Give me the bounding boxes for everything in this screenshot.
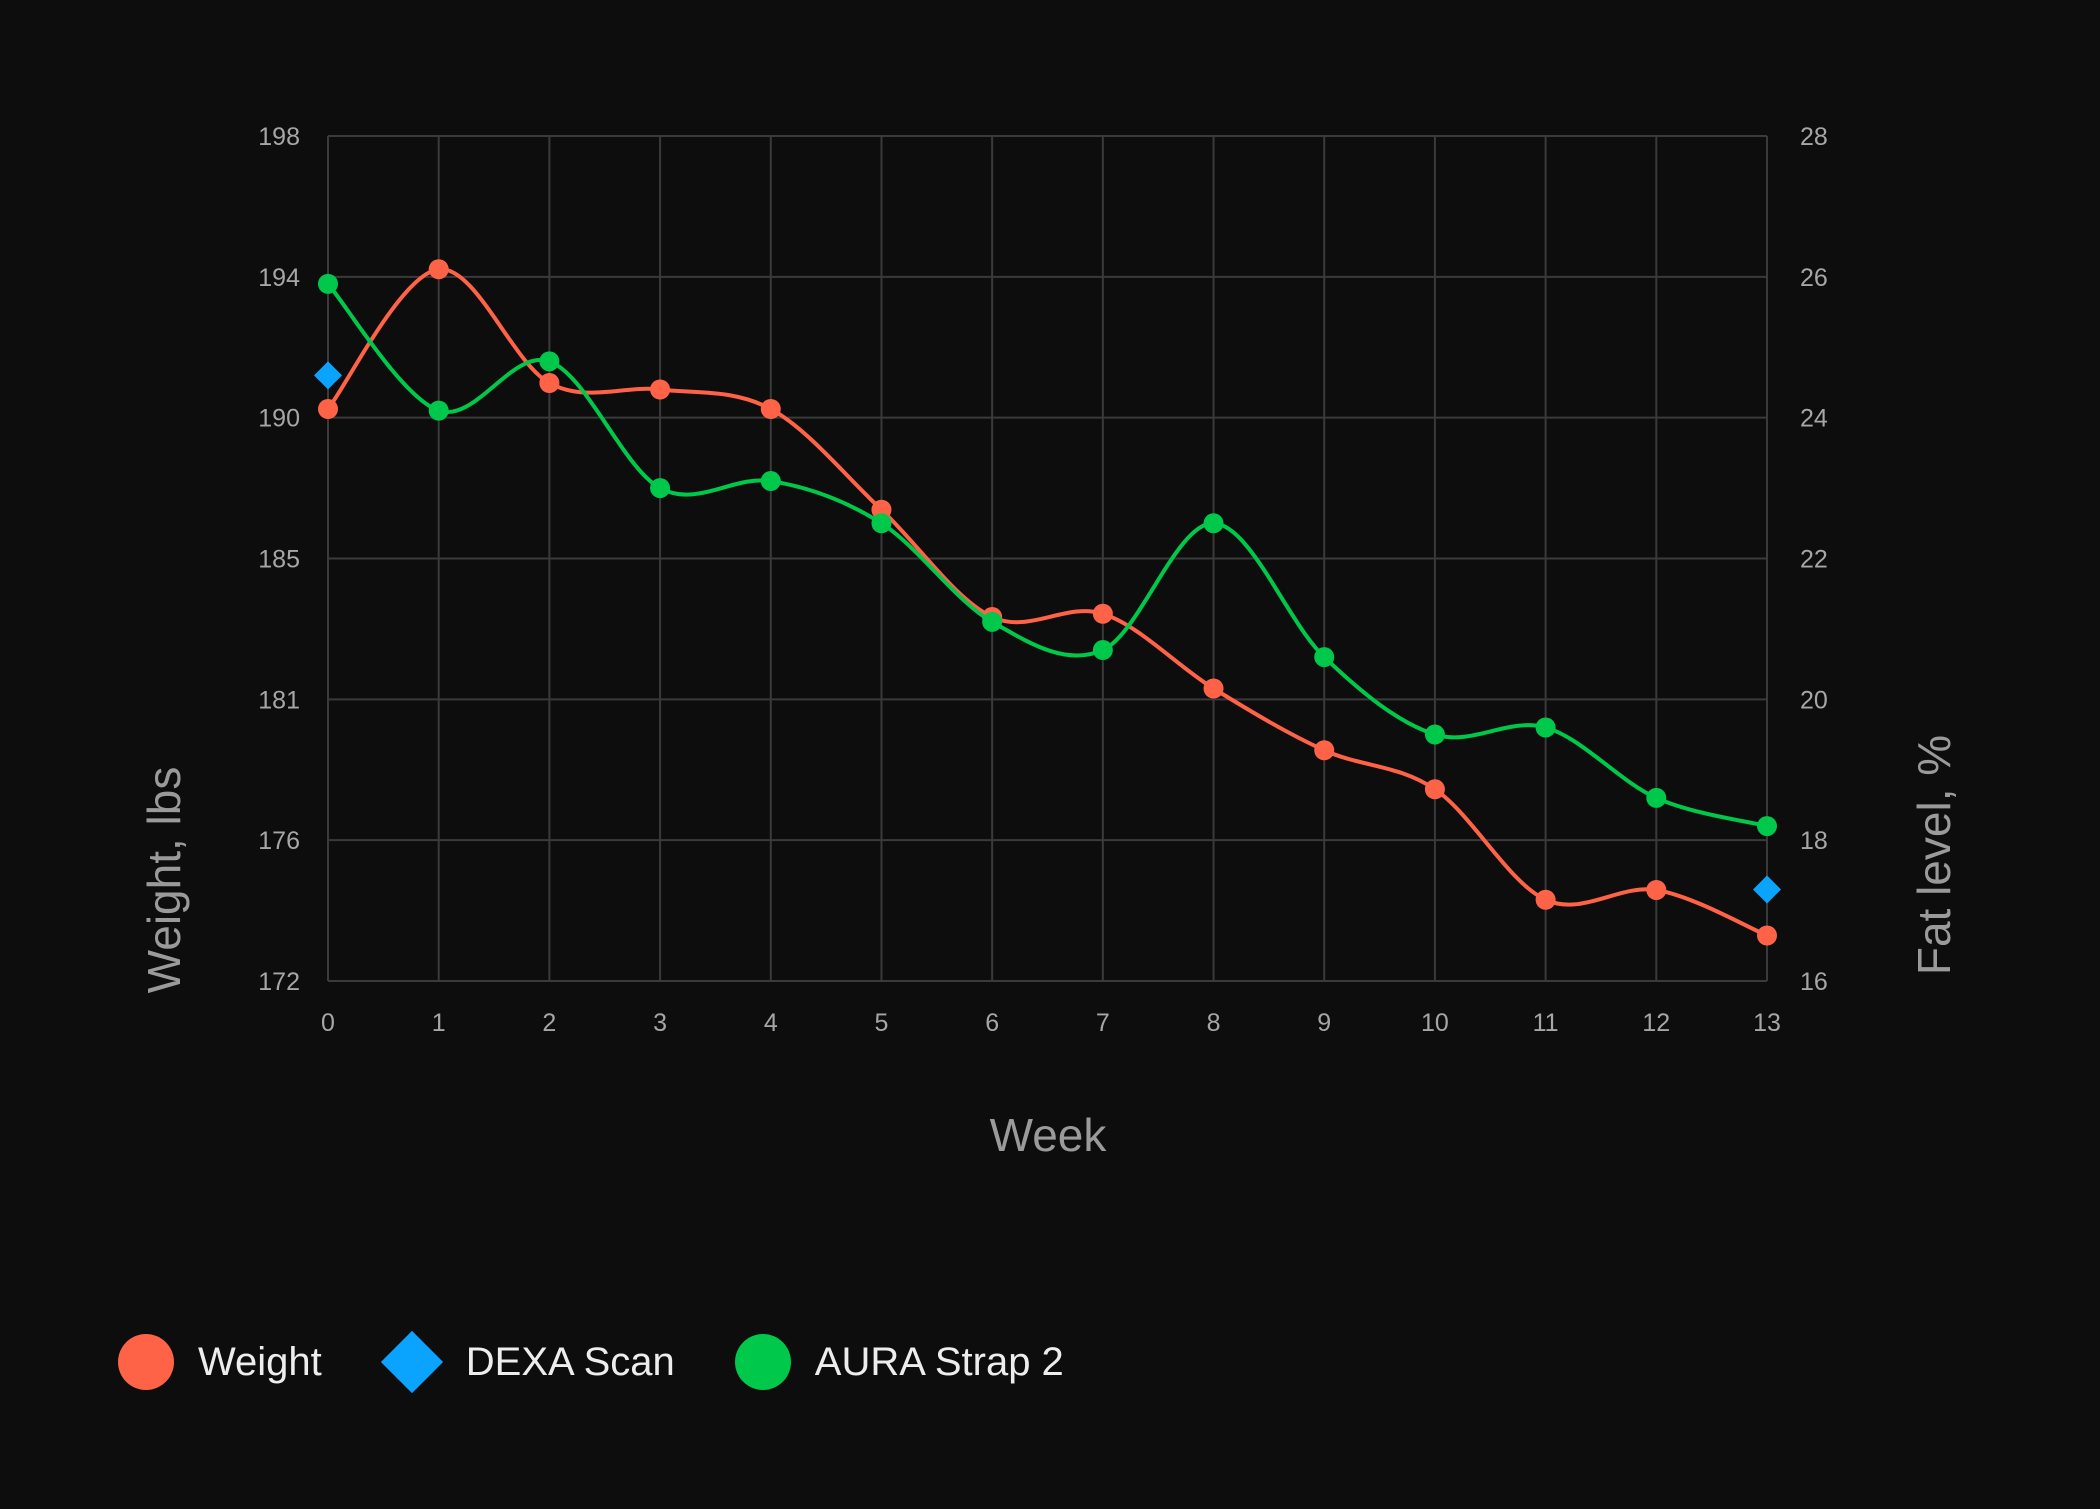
x-tick-label: 7 (1096, 1009, 1110, 1037)
legend-marker-weight (118, 1334, 174, 1390)
data-point-aura-strap-2[interactable] (650, 478, 671, 499)
y-right-tick-label: 18 (1800, 827, 1828, 855)
x-axis-title: Week (990, 1109, 1108, 1161)
data-point-aura-strap-2[interactable] (760, 471, 781, 492)
legend-label-dexa-scan: DEXA Scan (465, 1339, 675, 1384)
y-left-tick-label: 198 (258, 123, 300, 151)
data-point-aura-strap-2[interactable] (1203, 513, 1224, 534)
y-left-tick-label: 194 (258, 264, 300, 292)
data-point-aura-strap-2[interactable] (1757, 816, 1777, 837)
data-point-weight[interactable] (428, 259, 449, 280)
data-point-weight[interactable] (1535, 889, 1556, 910)
y-right-tick-label: 26 (1800, 264, 1828, 292)
y-right-tick-label: 22 (1800, 546, 1828, 574)
x-tick-label: 1 (432, 1009, 446, 1037)
grid (327, 135, 1768, 982)
x-tick-label: 4 (764, 1009, 778, 1037)
data-point-weight[interactable] (1757, 925, 1777, 946)
legend-marker-dexa-scan (380, 1330, 443, 1394)
x-tick-label: 10 (1421, 1009, 1449, 1037)
data-point-dexa-scan[interactable] (314, 361, 342, 390)
data-point-weight[interactable] (760, 399, 781, 419)
series-layer (314, 259, 1781, 946)
series-aura-strap-2 (318, 273, 1777, 837)
data-point-dexa-scan[interactable] (1753, 875, 1781, 904)
data-point-weight[interactable] (1092, 603, 1113, 624)
y-axis-right-title: Fat level, % (1908, 735, 1960, 975)
x-tick-label: 3 (653, 1009, 667, 1037)
data-point-aura-strap-2[interactable] (1646, 787, 1667, 808)
data-point-aura-strap-2[interactable] (1535, 717, 1556, 738)
data-point-aura-strap-2[interactable] (539, 351, 560, 372)
x-tick-label: 6 (985, 1009, 999, 1037)
y-right-tick-label: 20 (1800, 686, 1828, 714)
x-axis: 0 1 2 3 4 5 6 7 8 9 10 11 12 13 (321, 1009, 1781, 1037)
data-point-weight[interactable] (650, 379, 671, 400)
x-tick-label: 13 (1753, 1009, 1781, 1037)
data-point-aura-strap-2[interactable] (1092, 640, 1113, 661)
legend-label-aura-strap-2: AURA Strap 2 (814, 1339, 1064, 1384)
x-tick-label: 5 (875, 1009, 889, 1037)
data-point-aura-strap-2[interactable] (1424, 724, 1445, 745)
x-tick-label: 8 (1207, 1009, 1221, 1037)
data-point-weight[interactable] (539, 373, 560, 393)
x-tick-label: 2 (542, 1009, 556, 1037)
x-tick-label: 9 (1317, 1009, 1331, 1037)
y-left-tick-label: 172 (258, 968, 300, 996)
y-right-tick-label: 16 (1800, 968, 1828, 996)
y-left-tick-label: 185 (258, 546, 300, 574)
data-point-aura-strap-2[interactable] (871, 513, 892, 534)
y-right-tick-label: 24 (1800, 405, 1828, 433)
legend-label-weight: Weight (198, 1339, 322, 1384)
legend-item-weight[interactable]: Weight (118, 1334, 322, 1390)
y-axis-left: 198 194 190 185 181 176 172 (258, 123, 300, 996)
data-point-weight[interactable] (1314, 740, 1335, 761)
series-weight (318, 259, 1777, 946)
data-point-aura-strap-2[interactable] (318, 273, 338, 294)
legend-item-dexa-scan[interactable]: DEXA Scan (380, 1330, 675, 1394)
data-point-weight[interactable] (1424, 779, 1445, 800)
data-point-aura-strap-2[interactable] (428, 400, 449, 421)
data-point-weight[interactable] (318, 399, 338, 419)
data-point-aura-strap-2[interactable] (982, 611, 1003, 632)
y-left-tick-label: 181 (258, 686, 300, 714)
y-left-tick-label: 176 (258, 827, 300, 855)
legend-marker-aura-strap-2 (734, 1334, 791, 1390)
y-left-tick-label: 190 (258, 405, 300, 433)
y-axis-right: 28 26 24 22 20 18 16 (1800, 123, 1828, 996)
x-tick-label: 11 (1533, 1009, 1559, 1037)
legend-item-aura-strap-2[interactable]: AURA Strap 2 (734, 1334, 1064, 1390)
y-axis-left-title: Weight, lbs (138, 767, 190, 994)
x-tick-label: 12 (1642, 1009, 1670, 1037)
legend: Weight DEXA Scan AURA Strap 2 (118, 1330, 1124, 1394)
x-tick-label: 0 (321, 1009, 335, 1037)
data-point-aura-strap-2[interactable] (1314, 647, 1335, 668)
data-point-weight[interactable] (1646, 880, 1667, 900)
series-dexa-scan (314, 361, 1781, 904)
y-right-tick-label: 28 (1800, 123, 1828, 151)
data-point-weight[interactable] (1203, 678, 1224, 699)
